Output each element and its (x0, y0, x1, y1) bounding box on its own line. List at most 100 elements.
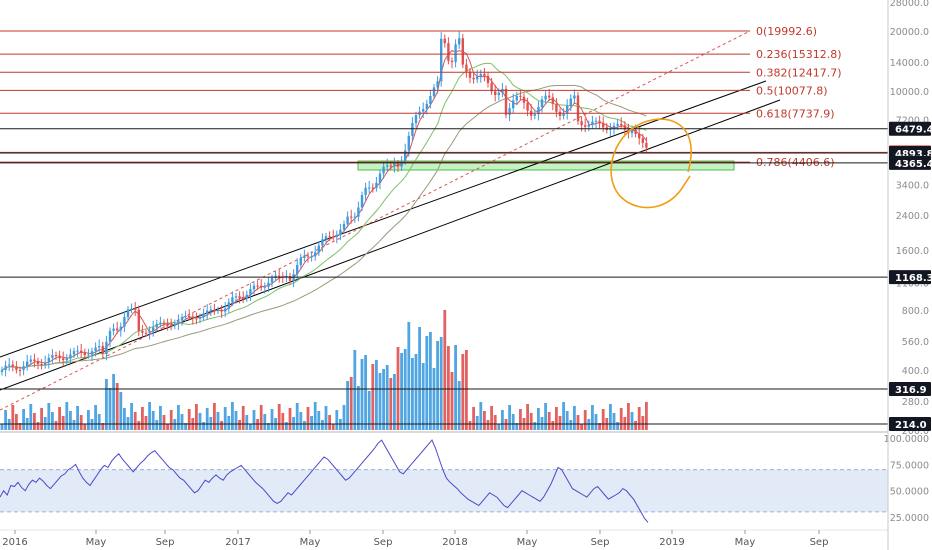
volume-bar (187, 409, 191, 430)
volume-bar (159, 406, 162, 430)
candle-body (400, 161, 403, 167)
volume-bar (479, 402, 483, 430)
candle-body (594, 120, 598, 122)
price-tick-label: 2400.0 (896, 211, 929, 222)
candle-body (450, 60, 454, 62)
candle-body (411, 123, 414, 136)
candle-body (76, 350, 79, 352)
volume-bar (378, 373, 382, 430)
oscillator-pane: 100.0000 75.0000 50.0000 25.0000 (0, 434, 929, 524)
candle-body (252, 285, 256, 290)
volume-bar (447, 346, 450, 430)
candle-body (382, 166, 385, 174)
volume-bar (558, 416, 562, 430)
time-label: Sep (591, 537, 610, 548)
candle-body (483, 73, 486, 76)
fib-label: 0(19992.6) (756, 25, 817, 38)
volume-bar (22, 409, 25, 430)
candle-body (317, 245, 320, 253)
volume-bar (11, 405, 15, 430)
volume-bar (580, 424, 583, 430)
time-label: Sep (374, 537, 393, 548)
candle-body (566, 105, 569, 114)
candle-body (22, 366, 25, 370)
price-tick-label: 800.0 (902, 306, 929, 317)
candle-body (224, 308, 227, 312)
candle-body (368, 187, 371, 189)
candle-body (490, 83, 493, 92)
candle-body (328, 236, 331, 238)
volume-bar (598, 423, 601, 430)
candle-body (425, 104, 428, 110)
volume-bar (616, 422, 619, 430)
candle-body (245, 294, 248, 299)
candle-body (497, 92, 500, 96)
time-label: 2019 (659, 537, 684, 548)
volume-bar (267, 423, 270, 430)
annotation-circle (610, 118, 692, 209)
candle-body (630, 129, 634, 134)
volume-bar (493, 415, 497, 430)
time-label: May (300, 537, 321, 548)
volume-bar (285, 422, 288, 430)
candle-body (638, 133, 641, 139)
volume-bar (245, 415, 249, 430)
candle-body (303, 255, 306, 259)
horizontal-levels (0, 128, 888, 425)
volume-bar (569, 420, 573, 430)
volume-bar (76, 406, 79, 430)
volume-bar (205, 408, 209, 430)
price-badge (889, 382, 931, 396)
price-tick-label: 7200.0 (896, 116, 929, 127)
volume-bar (123, 408, 126, 430)
candle-body (612, 125, 616, 129)
candle-body (324, 236, 328, 240)
volume-bar (144, 416, 148, 430)
volume-bar (151, 411, 155, 430)
candle-body (436, 81, 439, 88)
candle-body (350, 216, 353, 218)
volume-bar (299, 412, 303, 430)
volume-bar (454, 345, 457, 430)
candle-body (180, 317, 184, 321)
volume-bar (101, 423, 105, 430)
candle-body (220, 310, 223, 312)
candle-body (227, 302, 230, 309)
candle-body (479, 73, 482, 77)
candle-body (371, 187, 374, 189)
candle-body (72, 351, 76, 355)
volume-bar (166, 424, 169, 430)
price-tick-label: 10000.0 (890, 87, 929, 98)
candle-body (598, 120, 601, 124)
volume-bar (216, 412, 220, 430)
candle-body (458, 38, 461, 45)
candle-body (177, 320, 180, 324)
volume-bar (69, 411, 72, 430)
candle-body (512, 100, 515, 109)
candle-body (130, 308, 133, 310)
price-badge-text: 4365.4 (895, 159, 932, 170)
volume-bar (515, 423, 519, 430)
price-tick-label: 560.0 (902, 337, 929, 348)
candle-body (360, 194, 364, 208)
candle-body (562, 113, 565, 116)
volume-bar (400, 353, 403, 430)
candle-body (8, 364, 11, 366)
volume-bar (252, 410, 256, 430)
candle-body (584, 125, 587, 127)
volume-bar (202, 422, 205, 430)
volume-bar (198, 413, 202, 430)
candle-body (393, 163, 396, 167)
volume-bar (220, 421, 223, 430)
candle-body (422, 109, 425, 112)
candle-body (508, 108, 511, 115)
candle-body (440, 38, 443, 82)
volume-bar (382, 369, 385, 430)
time-label: May (86, 537, 107, 548)
candle-body (44, 362, 47, 366)
volume-bar (461, 354, 465, 430)
volume-bar (637, 407, 641, 430)
volume-bar (108, 388, 112, 430)
candle-body (414, 115, 418, 124)
